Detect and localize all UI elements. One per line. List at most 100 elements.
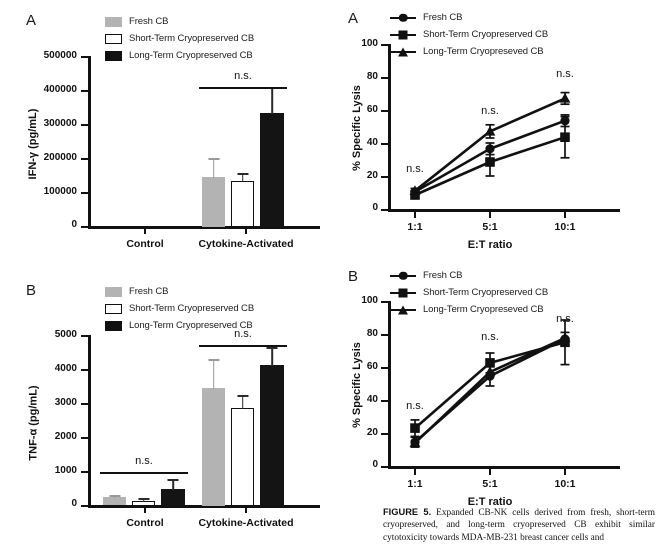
x-tick: [564, 211, 567, 218]
y-tick-label-4000: 4000: [54, 363, 77, 374]
legend-item-short-term: Short-Term Cryopreserved CB: [105, 31, 254, 46]
legend-label-long-term: Long-Term Cryopreseved CB: [423, 46, 544, 57]
significance-label-control: n.s.: [135, 455, 153, 467]
panel-right-a: A Fresh CB Short-Term Cryopreserved CB L…: [340, 0, 659, 262]
significance-label-10-1: n.s.: [556, 313, 574, 325]
triangle-marker-icon: [390, 46, 416, 58]
y-tick-label-3000: 3000: [54, 397, 77, 408]
marker-long-term: [484, 366, 496, 376]
y-tick: [381, 143, 388, 146]
x-tick-label-1-1: 1:1: [407, 221, 423, 233]
legend-label-fresh: Fresh CB: [129, 286, 169, 297]
significance-label-10-1: n.s.: [556, 68, 574, 80]
figure-caption-body: Expanded CB-NK cells derived from fresh,…: [383, 508, 655, 543]
significance-label-cytokine: n.s.: [234, 70, 252, 82]
y-tick: [81, 471, 88, 474]
y-tick: [381, 176, 388, 179]
marker-long-term: [559, 92, 571, 103]
y-tick-label-20: 20: [366, 170, 378, 181]
y-tick-label-1000: 1000: [54, 465, 77, 476]
x-axis-title: E:T ratio: [467, 496, 513, 508]
fresh-swatch-icon: [105, 16, 122, 27]
y-tick: [81, 124, 88, 127]
legend-item-short-term: Short-Term Cryopreserved CB: [390, 27, 548, 42]
y-axis-line: [388, 301, 391, 468]
line-series-group-b: [409, 319, 571, 448]
panel-right-a-plot: 100 80 60 40 20 0 % Specific Lysis 1:1 5…: [340, 0, 659, 262]
y-tick: [81, 56, 88, 59]
bar-long-term-cytokine: [260, 113, 284, 227]
marker-short-term: [485, 157, 495, 167]
y-tick-label-100: 100: [361, 295, 378, 306]
significance-label-cytokine: n.s.: [234, 328, 252, 340]
legend-label-long-term: Long-Term Cryopreserved CB: [129, 320, 253, 331]
errorbar-short-term-control: [132, 498, 155, 502]
legend-line-panel-b: Fresh CB Short-Term Cryopreserved CB Lon…: [390, 268, 548, 317]
x-axis-title: E:T ratio: [467, 239, 513, 251]
bar-fresh-cytokine: [202, 388, 225, 506]
x-axis-line: [88, 226, 320, 229]
significance-label-5-1: n.s.: [481, 105, 499, 117]
x-axis-line: [88, 505, 320, 508]
y-tick: [81, 505, 88, 508]
x-tick-label-10-1: 10:1: [554, 478, 576, 490]
legend-label-long-term: Long-Term Cryopreserved CB: [129, 50, 253, 61]
marker-short-term: [560, 337, 570, 348]
panel-left-b: B Fresh CB Short-Term Cryopreserved CB L…: [0, 270, 340, 548]
legend-label-short-term: Short-Term Cryopreserved CB: [129, 33, 255, 44]
legend-item-long-term: Long-Term Cryopreseved CB: [390, 44, 548, 59]
y-tick-label-0: 0: [372, 202, 378, 213]
y-tick: [81, 226, 88, 229]
panel-right-b-plot: 100 80 60 40 20 0 % Specific Lysis 1:1 5…: [340, 258, 659, 508]
x-tick-label-5-1: 5:1: [482, 221, 498, 233]
legend-label-fresh: Fresh CB: [423, 270, 463, 281]
significance-label-5-1: n.s.: [481, 331, 499, 343]
bar-short-term-cytokine: [231, 408, 254, 506]
y-tick-label-0: 0: [71, 498, 77, 509]
y-tick-label-100: 100: [361, 38, 378, 49]
significance-label-1-1: n.s.: [406, 163, 424, 175]
significance-bracket-control: [100, 472, 188, 475]
y-tick: [381, 110, 388, 113]
legend-label-fresh: Fresh CB: [129, 16, 169, 27]
y-axis-title: IFN-γ (pg/mL): [27, 108, 39, 180]
legend-item-fresh: Fresh CB: [390, 268, 548, 283]
x-tick-label-10-1: 10:1: [554, 221, 576, 233]
legend-label-short-term: Short-Term Cryopreserved CB: [423, 287, 549, 298]
x-group-tick: [144, 228, 147, 234]
y-tick-label-2000: 2000: [54, 431, 77, 442]
y-tick: [81, 403, 88, 406]
group-label-cytokine-activated: Cytokine-Activated: [198, 238, 294, 250]
legend-bar-panel-b: Fresh CB Short-Term Cryopreserved CB Lon…: [105, 284, 254, 333]
legend-label-long-term: Long-Term Cryopreseved CB: [423, 304, 544, 315]
group-label-control: Control: [126, 517, 164, 529]
long-term-swatch-icon: [105, 320, 122, 331]
legend-item-fresh: Fresh CB: [105, 14, 254, 29]
y-tick: [381, 209, 388, 212]
y-tick-label-100000: 100000: [43, 186, 77, 197]
y-axis-title: TNF-α (pg/mL): [27, 385, 40, 461]
legend-line-panel-a: Fresh CB Short-Term Cryopreserved CB Lon…: [390, 10, 548, 59]
markers-a: [409, 92, 571, 200]
errorbar-long-term-cytokine: [260, 347, 284, 366]
y-tick-label-20: 20: [366, 427, 378, 438]
short-term-swatch-icon: [105, 303, 122, 314]
long-term-swatch-icon: [105, 50, 122, 61]
x-axis-line: [388, 209, 620, 212]
significance-bracket-cytokine: [199, 87, 287, 90]
legend-item-short-term: Short-Term Cryopreserved CB: [390, 285, 548, 300]
marker-fresh: [560, 116, 570, 126]
group-label-control: Control: [126, 238, 164, 250]
y-tick: [81, 369, 88, 372]
y-tick: [381, 44, 388, 47]
y-tick-label-0: 0: [372, 459, 378, 470]
y-tick: [381, 301, 388, 304]
legend-label-short-term: Short-Term Cryopreserved CB: [129, 303, 255, 314]
y-tick-label-300000: 300000: [43, 118, 77, 129]
group-label-cytokine-activated: Cytokine-Activated: [198, 517, 294, 529]
legend-label-fresh: Fresh CB: [423, 12, 463, 23]
y-tick: [381, 334, 388, 337]
bar-fresh-control: [103, 497, 126, 505]
short-term-swatch-icon: [105, 33, 122, 44]
